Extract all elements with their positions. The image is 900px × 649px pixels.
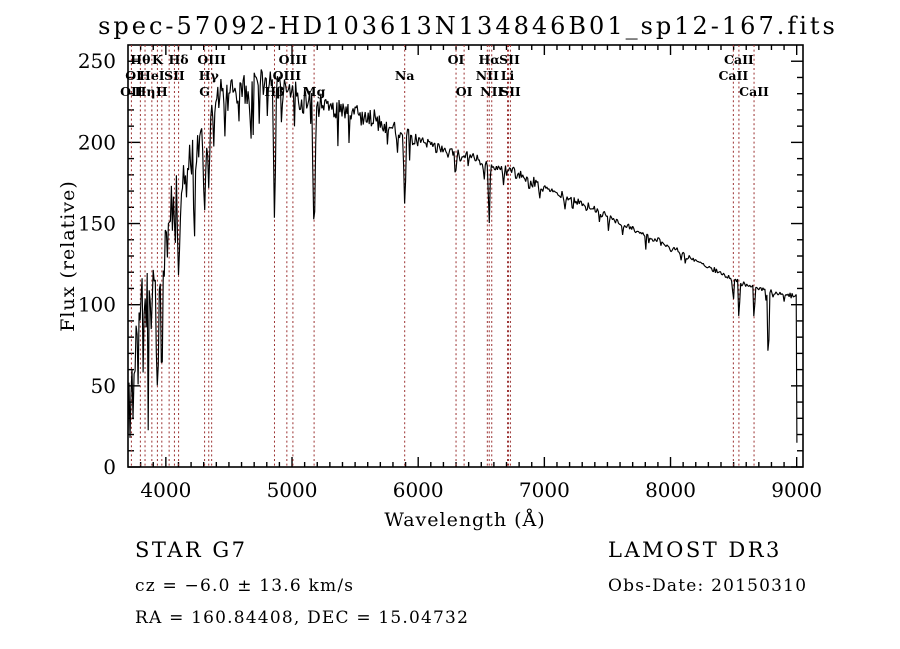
spectral-line-label: K [152, 52, 164, 67]
x-tick-label: 8000 [645, 478, 696, 502]
y-axis-label: Flux (relative) [57, 180, 79, 332]
spectral-line-label: HeI [139, 68, 165, 83]
plot-frame [127, 44, 804, 468]
spectral-line-label: CaII [718, 68, 748, 83]
survey-text: LAMOST DR3 [608, 538, 782, 562]
spectral-line-label: OIII [197, 52, 226, 67]
radec-text: RA = 160.84408, DEC = 15.04732 [135, 608, 469, 628]
x-tick-label: 9000 [771, 478, 822, 502]
x-tick-label: 4000 [140, 478, 191, 502]
spectral-line-label: OI [456, 84, 473, 99]
spectral-line-label: Hη [135, 84, 156, 99]
spectral-line-label: Hγ [199, 68, 220, 83]
spectral-line-label: NII [476, 68, 499, 83]
spectral-line-label: CaII [724, 52, 754, 67]
spectral-line-label: OII [120, 84, 143, 99]
x-tick-label: 5000 [267, 478, 318, 502]
spectral-line-label: OI [448, 52, 465, 67]
x-tick-label: 6000 [393, 478, 444, 502]
spectrum-trace [127, 69, 798, 443]
spectral-line-label: G [199, 84, 210, 99]
y-tick-label: 200 [78, 130, 116, 154]
spectral-line-label: OI [125, 68, 142, 83]
plot-title: spec-57092-HD103613N134846B01_sp12-167.f… [98, 12, 838, 40]
spectral-line-label: Li [501, 68, 515, 83]
spectral-line-label: SII [500, 84, 521, 99]
spectral-line-label: CaII [739, 84, 769, 99]
spectral-line-label: Mg [303, 84, 326, 99]
obs-date-text: Obs-Date: 20150310 [608, 576, 807, 596]
plot-contents: 4000 5000 6000 7000 8000 9000 0 50 100 150 200 250 H… [78, 45, 822, 502]
spectral-line-label: Hα [479, 52, 501, 67]
y-tick-label: 150 [78, 212, 116, 236]
x-axis-label: Wavelength (Å) [384, 509, 545, 531]
spectral-line-label: NII [480, 84, 503, 99]
spectral-line-label: SII [164, 68, 185, 83]
y-tick-label: 0 [103, 455, 116, 479]
y-tick-label: 50 [91, 374, 116, 398]
cz-text: cz = −6.0 ± 13.6 km/s [135, 576, 354, 596]
y-tick-label: 100 [78, 293, 116, 317]
spectral-line-label: SII [499, 52, 520, 67]
spectral-line-label: OIII [279, 52, 308, 67]
x-tick-label: 7000 [519, 478, 570, 502]
object-class-text: STAR G7 [135, 538, 248, 562]
spectral-line-label: H [156, 84, 168, 99]
spectral-line-label: Na [395, 68, 415, 83]
spectral-line-label: Hθ [130, 52, 150, 67]
y-tick-label: 250 [78, 49, 116, 73]
spectral-line-label: Hβ [264, 84, 284, 99]
spectral-line-label: Hδ [169, 52, 189, 67]
